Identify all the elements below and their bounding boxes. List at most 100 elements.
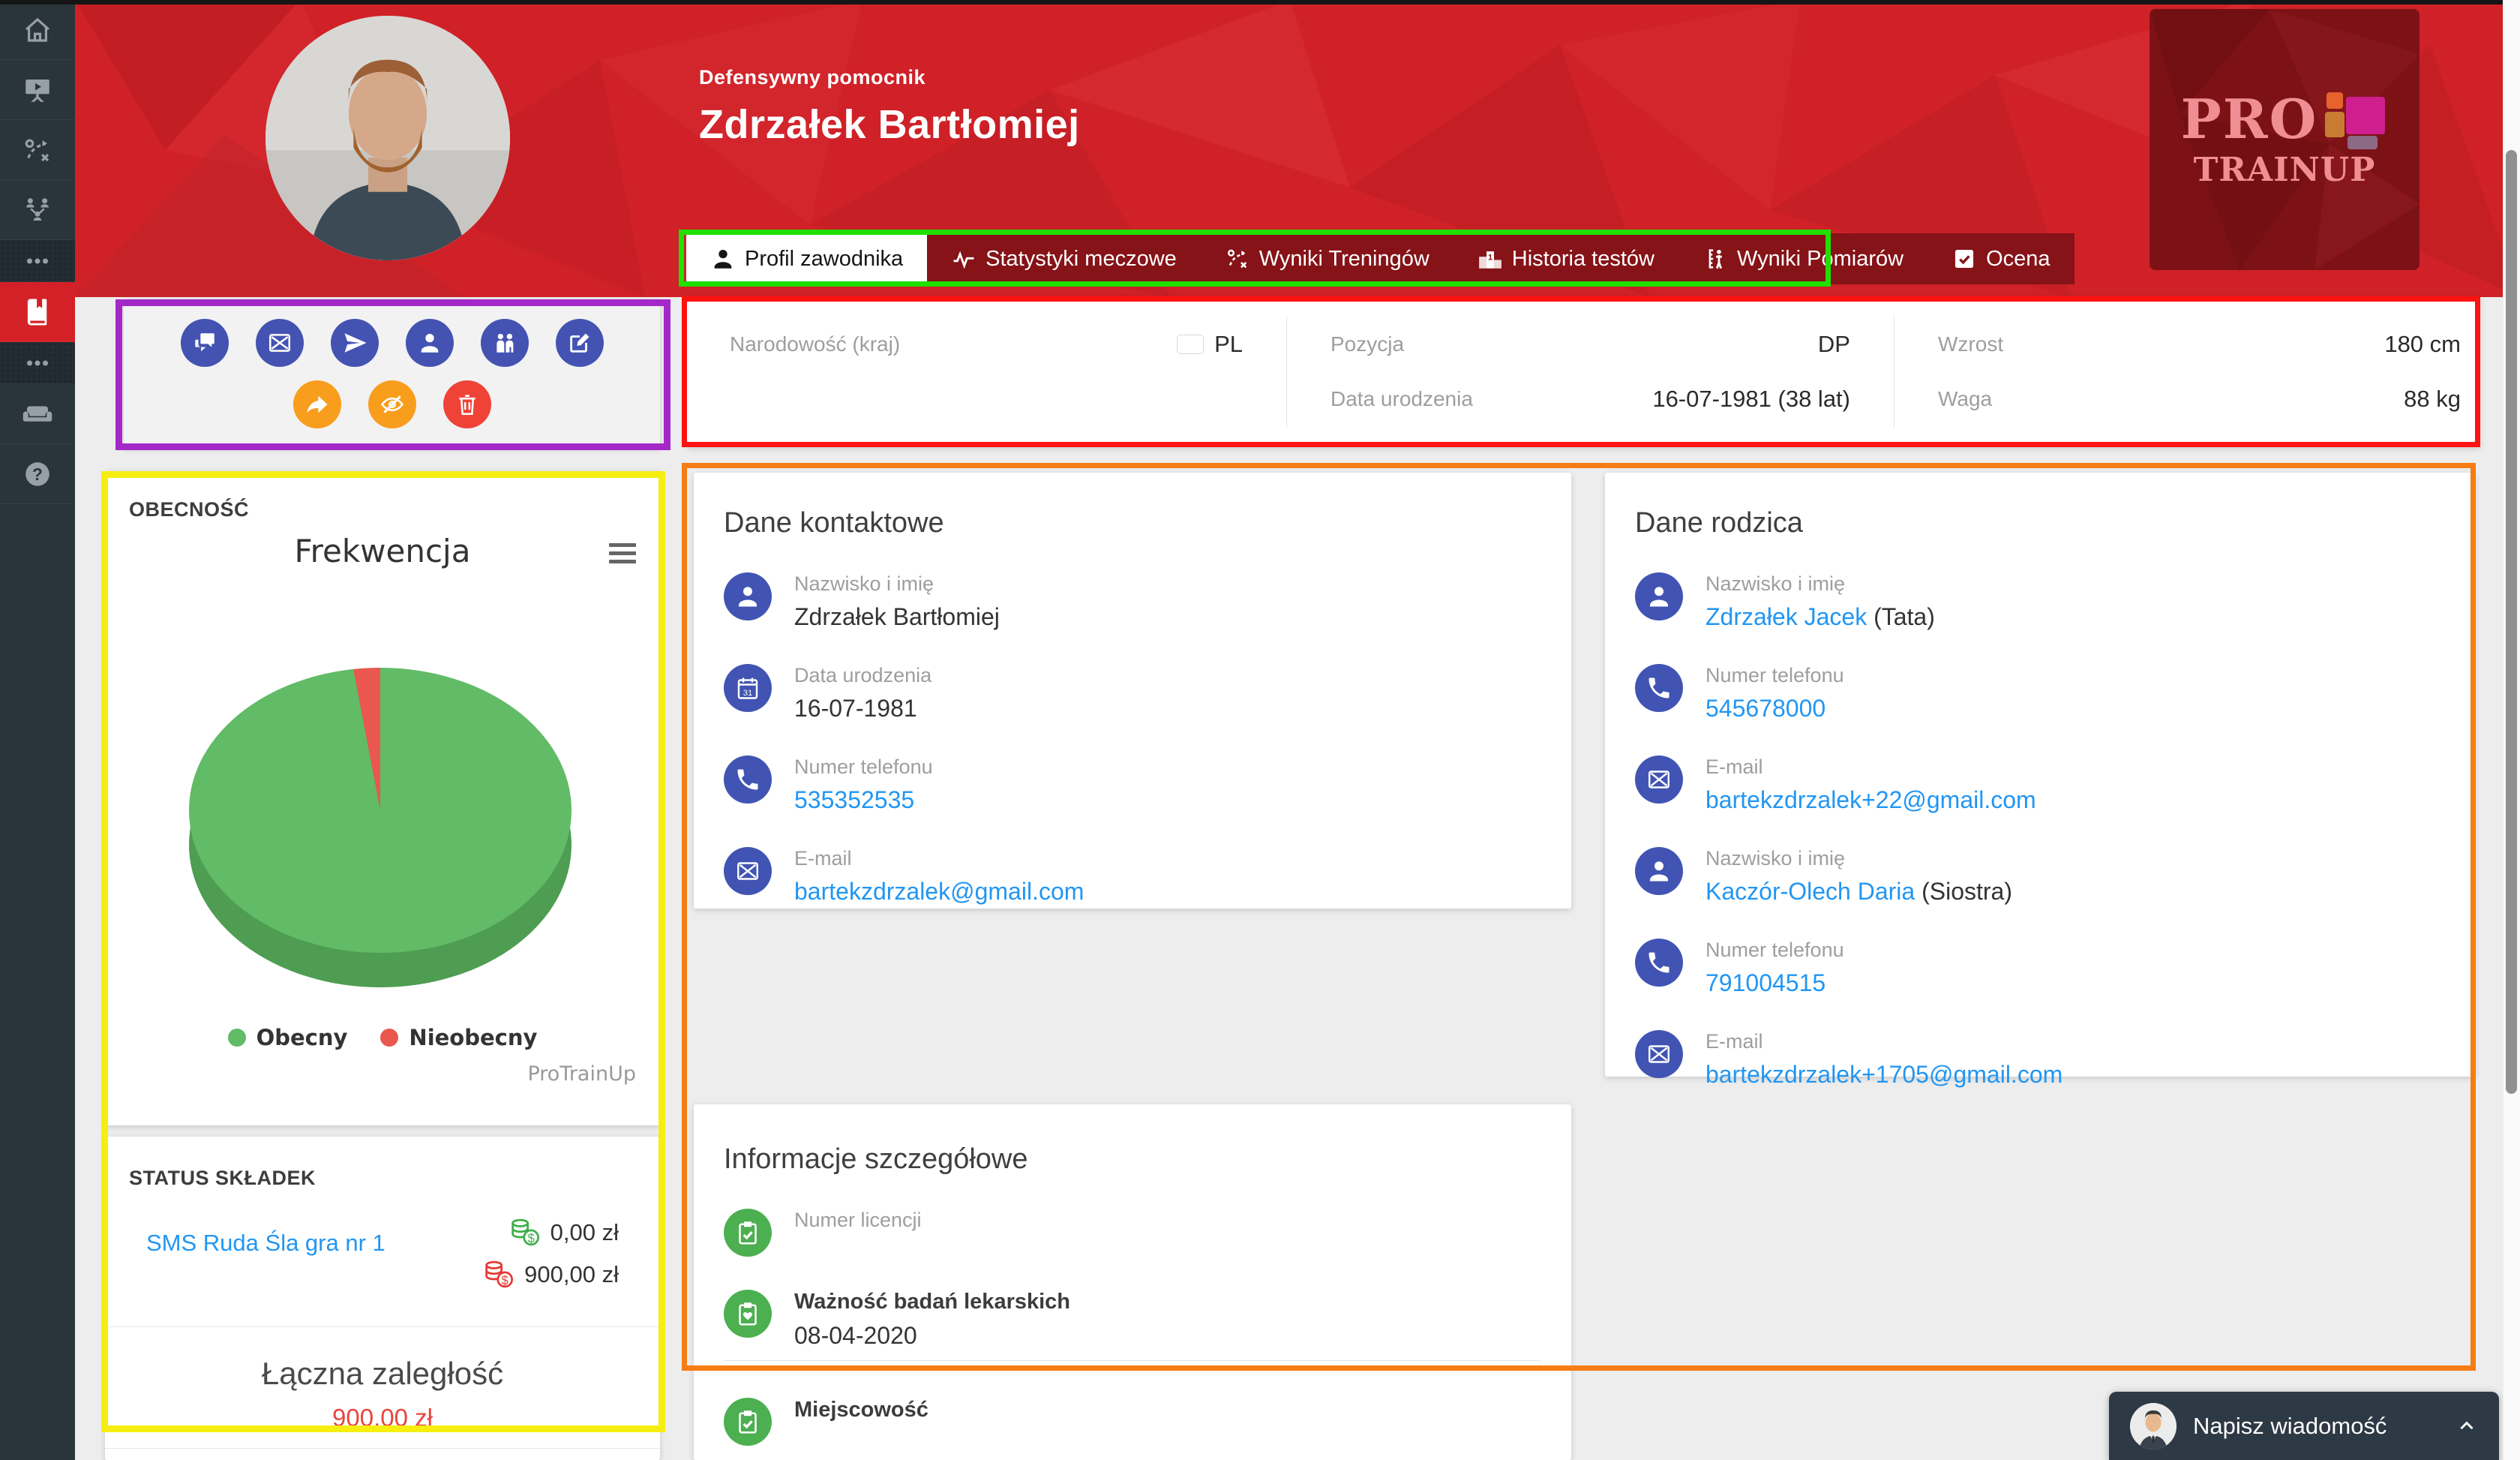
podium-icon: 1 [1478, 251, 1502, 269]
chat-button[interactable] [180, 319, 229, 367]
mail-icon [1635, 1030, 1683, 1078]
stats-icon [953, 251, 974, 269]
weight-label: Waga [1938, 386, 1993, 410]
sibling-name-link[interactable]: Kaczór-Olech Daria [1706, 878, 1916, 905]
tab-label: Wyniki Treningów [1258, 246, 1430, 271]
nationality-value: PL [1177, 331, 1243, 358]
chart-legend: Obecny Nieobecny [105, 1025, 660, 1050]
tab-label: Statystyki meczowe [986, 246, 1177, 271]
player-actions-card [124, 299, 660, 448]
tab-statystyki-meczowe[interactable]: Statystyki meczowe [927, 233, 1201, 284]
license-icon [724, 1209, 772, 1257]
bench-icon [22, 406, 52, 422]
nationality-label: Narodowość (kraj) [730, 332, 901, 356]
phone-icon [1635, 939, 1683, 987]
fee-due-amount: $ 900,00 zł [482, 1260, 619, 1290]
svg-text:1: 1 [1488, 253, 1492, 262]
position-label: Pozycja [1330, 332, 1405, 356]
protrainup-logo: PRO TRAINUP [2150, 9, 2420, 270]
chat-label: Napisz wiadomość [2193, 1412, 2387, 1439]
player-photo-avatar[interactable] [266, 16, 510, 260]
player-position-label: Defensywny pomocnik [699, 66, 926, 89]
parent-name-link[interactable]: Zdrzałek Jacek [1706, 603, 1868, 630]
contact-row-email: E-mail bartekzdrzalek@gmail.com [724, 847, 1541, 906]
chat-widget[interactable]: Napisz wiadomość [2109, 1392, 2499, 1460]
medical-expiry-date: 08-04-2020 [794, 1322, 917, 1349]
parent-card: Dane rodzica Nazwisko i imię Zdrzałek Ja… [1605, 473, 2475, 1088]
sidebar-item-bench[interactable] [0, 384, 75, 444]
chat-bubbles-icon [194, 333, 214, 352]
sidebar-item-more-1[interactable] [0, 240, 75, 282]
profile-tabbar: Profil zawodnika Statystyki meczowe Wyni… [686, 233, 2074, 284]
tactics-icon [1227, 249, 1247, 269]
fees-card: STATUS SKŁADEK SMS Ruda Śla gra nr 1 $ 0… [105, 1137, 660, 1460]
parent-email-link[interactable]: bartekzdrzalek+22@gmail.com [1706, 786, 2036, 813]
fee-row: SMS Ruda Śla gra nr 1 $ 0,00 zł $ 900,00… [105, 1218, 660, 1290]
attendance-card: OBECNOŚĆ Frekwencja Obecny Nieobecny Pro… [105, 471, 660, 1125]
legend-item-obecny[interactable]: Obecny [227, 1025, 347, 1050]
tab-wyniki-pomiarow[interactable]: Wyniki Pomiarów [1678, 233, 1928, 284]
edit-button[interactable] [555, 319, 604, 367]
details-card: Informacje szczegółowe Numer licencji Wa… [694, 1104, 1571, 1460]
sidebar-item-more-2[interactable] [0, 342, 75, 384]
tab-profil-zawodnika[interactable]: Profil zawodnika [686, 233, 928, 284]
details-row-medical: Ważność badań lekarskich 08-04-2020 [724, 1290, 1541, 1350]
tab-label: Profil zawodnika [745, 246, 904, 271]
sibling-email-link[interactable]: bartekzdrzalek+1705@gmail.com [1706, 1061, 2063, 1088]
chart-menu-icon[interactable] [609, 543, 636, 568]
chevron-up-icon[interactable] [2456, 1415, 2478, 1437]
details-row-license: Numer licencji [724, 1209, 1541, 1257]
email-link[interactable]: bartekzdrzalek@gmail.com [794, 878, 1084, 905]
contact-row-phone: Numer telefonu 535352535 [724, 756, 1541, 814]
team-structure-icon [26, 197, 49, 221]
scrollbar-thumb[interactable] [2506, 150, 2517, 1094]
details-card-title: Informacje szczegółowe [724, 1143, 1028, 1175]
fee-name-link[interactable]: SMS Ruda Śla gra nr 1 [146, 1230, 386, 1256]
page-scrollbar[interactable] [2503, 0, 2520, 1460]
checkbox-icon [1955, 249, 1974, 269]
tab-wyniki-treningow[interactable]: Wyniki Treningów [1201, 233, 1454, 284]
coins-green-icon: $ [511, 1218, 539, 1246]
divider [105, 1326, 660, 1327]
delete-button[interactable] [442, 380, 491, 428]
tab-historia-testow[interactable]: 1 Historia testów [1454, 233, 1678, 284]
sidebar-item-tactics[interactable] [0, 120, 75, 180]
legend-item-nieobecny[interactable]: Nieobecny [380, 1025, 537, 1050]
actions-row-2 [292, 380, 491, 428]
tab-label: Ocena [1986, 246, 2050, 271]
email-button[interactable] [255, 319, 304, 367]
details-row-city: Miejscowość [724, 1398, 1541, 1446]
share-button[interactable] [292, 380, 341, 428]
sidebar-item-player-book[interactable] [0, 282, 75, 342]
position-value: DP [1817, 330, 1850, 357]
more-icon [27, 360, 48, 365]
player-profile-button[interactable] [405, 319, 454, 367]
sidebar-item-team-structure[interactable] [0, 180, 75, 240]
edit-icon [569, 333, 589, 353]
logo-word-pro: PRO [2180, 87, 2318, 151]
top-border [0, 0, 2520, 5]
parent-phone-link[interactable]: 545678000 [1706, 695, 1826, 722]
group-button[interactable] [480, 319, 529, 367]
pie-top[interactable] [189, 668, 572, 953]
sidebar-item-help[interactable]: ? [0, 444, 75, 504]
contact-card-title: Dane kontaktowe [724, 507, 944, 539]
sidebar-item-training-video[interactable] [0, 60, 75, 120]
weight-value: 88 kg [2404, 385, 2461, 412]
tab-ocena[interactable]: Ocena [1928, 233, 2074, 284]
contact-row-birthdate: 31 Data urodzenia 16-07-1981 [724, 664, 1541, 722]
legend-label: Nieobecny [409, 1025, 538, 1050]
contact-row-name: Nazwisko i imię Zdrzałek Bartłomiej [724, 572, 1541, 631]
parent-row-phone-1: Numer telefonu 545678000 [1635, 664, 2445, 722]
parent-row-email-2: E-mail bartekzdrzalek+1705@gmail.com [1635, 1030, 2445, 1089]
send-message-button[interactable] [330, 319, 379, 367]
sibling-phone-link[interactable]: 791004515 [1706, 969, 1826, 996]
phone-link[interactable]: 535352535 [794, 786, 915, 813]
player-info-bar: Narodowość (kraj) PL Pozycja DP Data uro… [686, 297, 2480, 447]
legend-dot-green [227, 1029, 246, 1047]
divider [724, 1360, 1541, 1361]
fees-section-label: STATUS SKŁADEK [129, 1167, 316, 1189]
hide-button[interactable] [368, 380, 416, 428]
sidebar-item-home[interactable] [0, 0, 75, 60]
